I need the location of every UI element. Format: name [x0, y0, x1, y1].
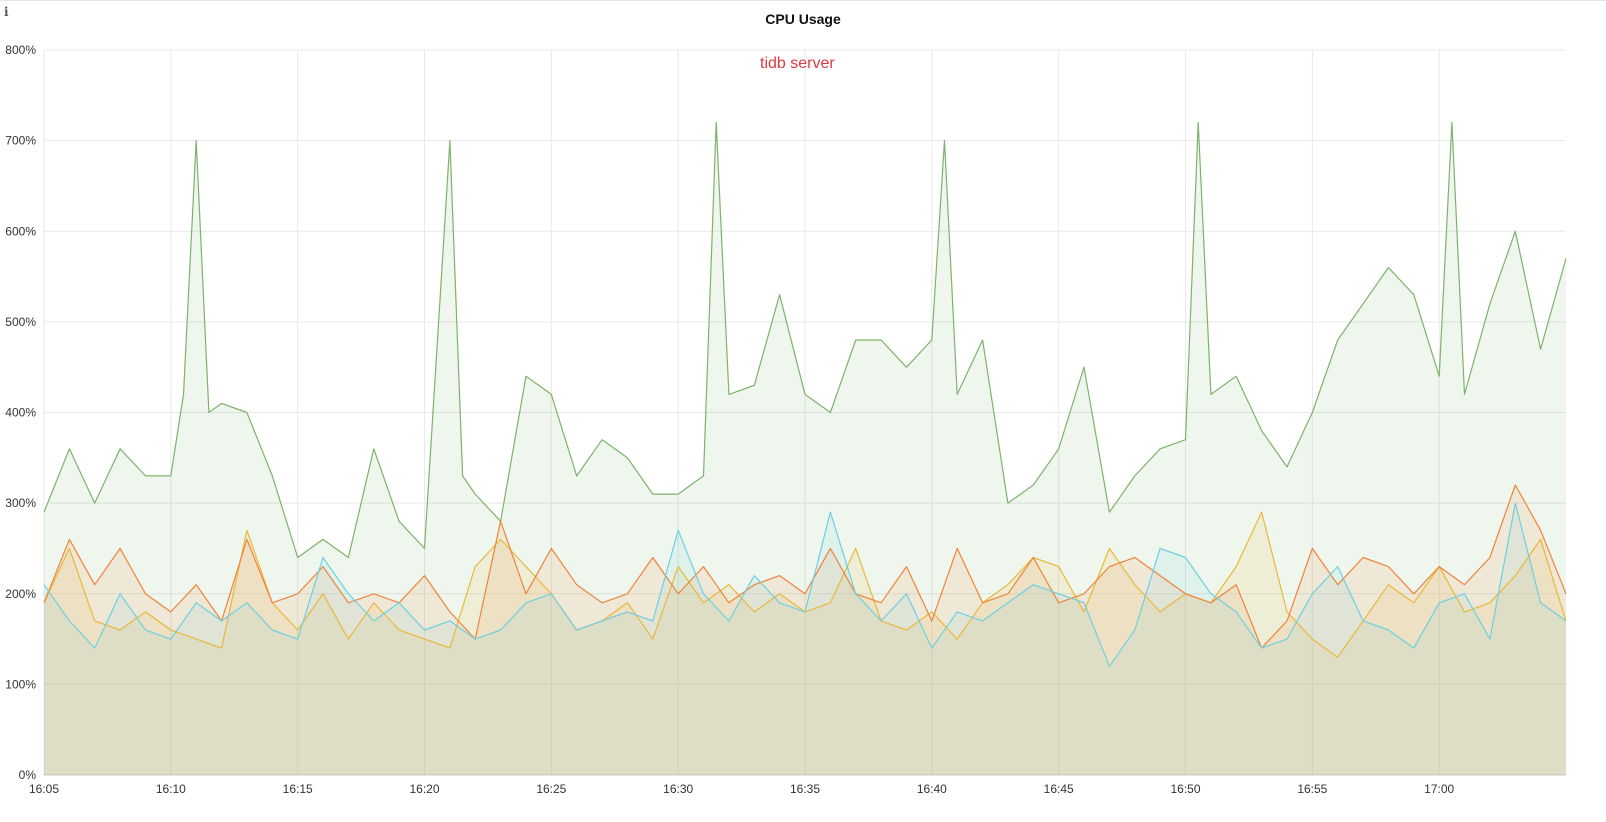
info-icon[interactable]: i: [4, 5, 9, 19]
x-tick-label: 16:50: [1170, 782, 1200, 796]
chart-annotation: tidb server: [760, 55, 835, 72]
y-tick-label: 400%: [5, 406, 36, 420]
x-tick-label: 16:15: [283, 782, 313, 796]
y-tick-label: 600%: [5, 224, 36, 238]
x-tick-label: 16:55: [1297, 782, 1327, 796]
y-tick-label: 300%: [5, 496, 36, 510]
series-area-2: [44, 485, 1566, 775]
series-area-1: [44, 512, 1566, 775]
panel-title[interactable]: CPU Usage: [765, 11, 841, 27]
y-tick-label: 200%: [5, 587, 36, 601]
y-axis: 0% 100% 200% 300% 400% 500% 600% 700% 800%: [5, 43, 36, 782]
x-tick-label: 16:35: [790, 782, 820, 796]
x-tick-label: 16:45: [1044, 782, 1074, 796]
x-tick-label: 16:25: [536, 782, 566, 796]
series-line-2[interactable]: [43, 484, 1567, 649]
chart-lines: [43, 121, 1567, 667]
series-line-0[interactable]: [43, 121, 1567, 559]
y-tick-label: 500%: [5, 315, 36, 329]
y-tick-label: 0%: [19, 768, 37, 782]
y-tick-label: 800%: [5, 43, 36, 57]
x-tick-label: 16:20: [409, 782, 439, 796]
y-tick-label: 100%: [5, 677, 36, 691]
x-axis: 16:05 16:10 16:15 16:20 16:25 16:30 16:35 16:40…: [29, 782, 1455, 796]
series-line-3[interactable]: [43, 502, 1567, 667]
x-tick-label: 16:30: [663, 782, 693, 796]
chart-grid: [43, 49, 1566, 776]
x-tick-label: 17:00: [1424, 782, 1454, 796]
series-area-0: [44, 122, 1566, 775]
y-tick-label: 700%: [5, 134, 36, 148]
chart-areas: [44, 122, 1566, 775]
x-tick-label: 16:40: [917, 782, 947, 796]
x-tick-label: 16:10: [156, 782, 186, 796]
series-area-3: [44, 503, 1566, 775]
x-tick-label: 16:05: [29, 782, 59, 796]
